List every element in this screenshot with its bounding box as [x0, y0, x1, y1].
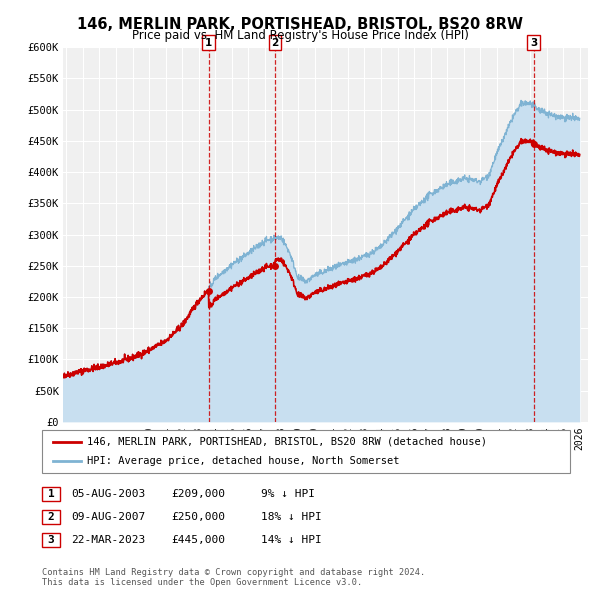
Text: 1: 1: [47, 489, 55, 499]
Text: 09-AUG-2007: 09-AUG-2007: [71, 512, 145, 522]
Text: £250,000: £250,000: [171, 512, 225, 522]
Text: 146, MERLIN PARK, PORTISHEAD, BRISTOL, BS20 8RW: 146, MERLIN PARK, PORTISHEAD, BRISTOL, B…: [77, 17, 523, 31]
Text: 18% ↓ HPI: 18% ↓ HPI: [261, 512, 322, 522]
Text: 3: 3: [47, 535, 55, 545]
Text: Price paid vs. HM Land Registry's House Price Index (HPI): Price paid vs. HM Land Registry's House …: [131, 30, 469, 42]
Text: Contains HM Land Registry data © Crown copyright and database right 2024.
This d: Contains HM Land Registry data © Crown c…: [42, 568, 425, 587]
Text: HPI: Average price, detached house, North Somerset: HPI: Average price, detached house, Nort…: [87, 456, 400, 466]
Text: 3: 3: [530, 38, 538, 48]
Text: £209,000: £209,000: [171, 489, 225, 499]
Text: 2: 2: [47, 512, 55, 522]
Text: 2: 2: [271, 38, 278, 48]
Text: 14% ↓ HPI: 14% ↓ HPI: [261, 535, 322, 545]
Text: 05-AUG-2003: 05-AUG-2003: [71, 489, 145, 499]
Text: 146, MERLIN PARK, PORTISHEAD, BRISTOL, BS20 8RW (detached house): 146, MERLIN PARK, PORTISHEAD, BRISTOL, B…: [87, 437, 487, 447]
Text: 22-MAR-2023: 22-MAR-2023: [71, 535, 145, 545]
Text: £445,000: £445,000: [171, 535, 225, 545]
Text: 1: 1: [205, 38, 212, 48]
Text: 9% ↓ HPI: 9% ↓ HPI: [261, 489, 315, 499]
